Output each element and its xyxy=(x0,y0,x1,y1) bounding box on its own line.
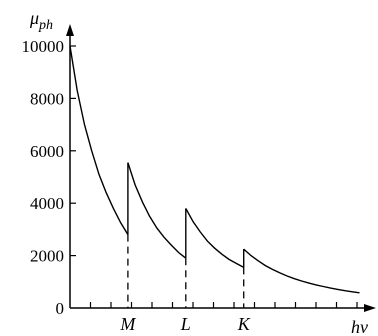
absorption-curve-segment xyxy=(127,162,187,259)
absorption-curve-segment xyxy=(185,208,245,269)
y-tick-label: 10000 xyxy=(22,37,65,56)
y-axis-subscript: ph xyxy=(38,18,53,33)
y-axis-symbol: μ xyxy=(29,8,39,28)
y-tick-label: 4000 xyxy=(30,194,64,213)
absorption-curve-segment xyxy=(243,248,360,294)
x-axis-arrow xyxy=(364,304,376,312)
x-axis-title: hν xyxy=(351,317,368,336)
y-tick-label: 2000 xyxy=(30,247,64,266)
y-tick-label: 8000 xyxy=(30,89,64,108)
edge-label: M xyxy=(119,314,136,334)
edge-label: K xyxy=(237,314,251,334)
y-axis-title: μph xyxy=(29,8,53,33)
y-tick-label: 0 xyxy=(56,299,65,318)
absorption-curve-segment xyxy=(69,45,129,235)
y-axis-arrow xyxy=(66,24,74,36)
edge-label: L xyxy=(180,314,191,334)
plot-area: 0 2000 4000 6000 8000 10000 M L K xyxy=(22,24,376,334)
y-tick-label: 6000 xyxy=(30,142,64,161)
